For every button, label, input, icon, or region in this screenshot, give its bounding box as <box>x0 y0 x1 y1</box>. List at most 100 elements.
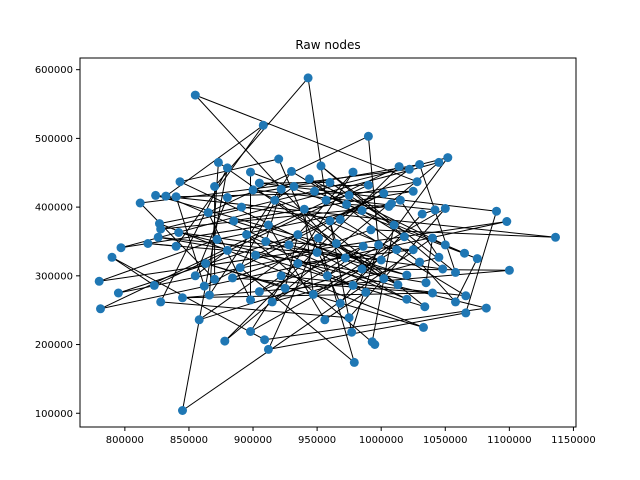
data-point <box>201 259 211 268</box>
edge-line <box>361 210 405 238</box>
y-tick-label: 400000 <box>35 203 73 214</box>
data-point <box>402 294 412 304</box>
data-point <box>415 257 425 267</box>
data-point <box>316 161 326 171</box>
edge-line <box>111 256 265 341</box>
data-point <box>293 230 303 240</box>
data-point <box>96 304 105 314</box>
data-point <box>399 232 409 242</box>
data-point <box>417 209 427 219</box>
data-point <box>116 243 126 253</box>
data-point <box>408 245 418 255</box>
edge-line <box>339 219 467 297</box>
edge-line <box>267 224 326 321</box>
x-tick-label: 950000 <box>298 435 336 446</box>
data-point <box>287 166 296 176</box>
data-point <box>153 232 163 242</box>
data-point <box>434 252 444 262</box>
data-point <box>199 281 209 291</box>
edge-line <box>182 292 433 299</box>
data-point <box>394 162 404 172</box>
edge-line <box>399 199 440 258</box>
data-point <box>342 199 352 209</box>
data-point <box>481 303 491 313</box>
data-point <box>325 177 335 187</box>
data-point <box>389 220 399 230</box>
data-point <box>235 263 245 273</box>
edge-line <box>99 238 218 282</box>
data-point <box>303 73 313 83</box>
data-point <box>246 167 255 177</box>
data-point <box>421 278 431 288</box>
data-point <box>113 288 123 298</box>
data-point <box>175 177 185 187</box>
data-point <box>472 254 482 264</box>
data-point <box>261 237 271 246</box>
data-point <box>379 188 389 198</box>
data-point <box>304 174 314 184</box>
edge-line <box>182 237 433 411</box>
data-point <box>143 239 153 248</box>
y-axis: 100000 200000 300000 400000 500000 600000 <box>35 65 80 420</box>
y-tick-label: 100000 <box>35 409 73 420</box>
data-point <box>395 195 405 205</box>
data-point <box>344 190 354 200</box>
data-point <box>155 219 164 229</box>
data-point <box>361 287 371 297</box>
data-point <box>242 230 252 240</box>
data-point <box>210 182 220 191</box>
edge-line <box>252 189 436 211</box>
edge-line <box>154 184 369 286</box>
edge-line <box>371 224 395 342</box>
data-point <box>461 291 471 301</box>
data-point <box>171 192 181 202</box>
data-point <box>376 255 386 265</box>
data-point <box>367 337 377 347</box>
x-tick-label: 800000 <box>106 435 144 446</box>
data-point <box>229 216 239 226</box>
data-point <box>504 265 514 275</box>
data-point <box>204 290 214 300</box>
data-point <box>246 295 255 305</box>
data-point <box>415 160 425 169</box>
x-tick-label: 1100000 <box>487 435 532 446</box>
data-point <box>94 276 104 286</box>
data-point <box>357 264 367 274</box>
data-point <box>299 204 309 214</box>
edge-line <box>159 206 242 225</box>
data-point <box>276 271 286 281</box>
edge-line <box>303 209 314 295</box>
edge-line <box>250 171 478 260</box>
data-point <box>222 245 232 255</box>
edge-line <box>255 192 385 256</box>
data-point <box>349 357 359 367</box>
data-point <box>321 195 331 205</box>
edge-line <box>175 196 205 287</box>
x-tick-label: 850000 <box>170 435 208 446</box>
data-point <box>451 267 460 277</box>
data-point <box>335 215 345 224</box>
edge-line <box>204 192 385 287</box>
y-tick-label: 300000 <box>35 271 73 282</box>
data-point <box>237 202 246 212</box>
data-point <box>190 90 200 100</box>
data-point <box>284 240 294 250</box>
y-tick-label: 500000 <box>35 134 73 145</box>
data-point <box>308 289 318 299</box>
data-point <box>213 157 223 167</box>
edge-line <box>147 243 177 247</box>
x-axis: 800000 850000 900000 950000 1000000 1050000 11… <box>106 427 596 446</box>
edge-line <box>268 312 466 350</box>
data-point <box>260 335 270 345</box>
edge-line <box>348 208 446 319</box>
edge-line <box>419 261 456 303</box>
data-point <box>246 327 255 336</box>
data-point <box>420 302 430 312</box>
edge-line <box>370 229 556 238</box>
data-point <box>178 406 187 415</box>
data-point <box>312 248 322 257</box>
data-point <box>254 178 264 188</box>
data-point <box>280 283 290 293</box>
edge-line <box>267 237 319 350</box>
data-point <box>440 204 450 213</box>
